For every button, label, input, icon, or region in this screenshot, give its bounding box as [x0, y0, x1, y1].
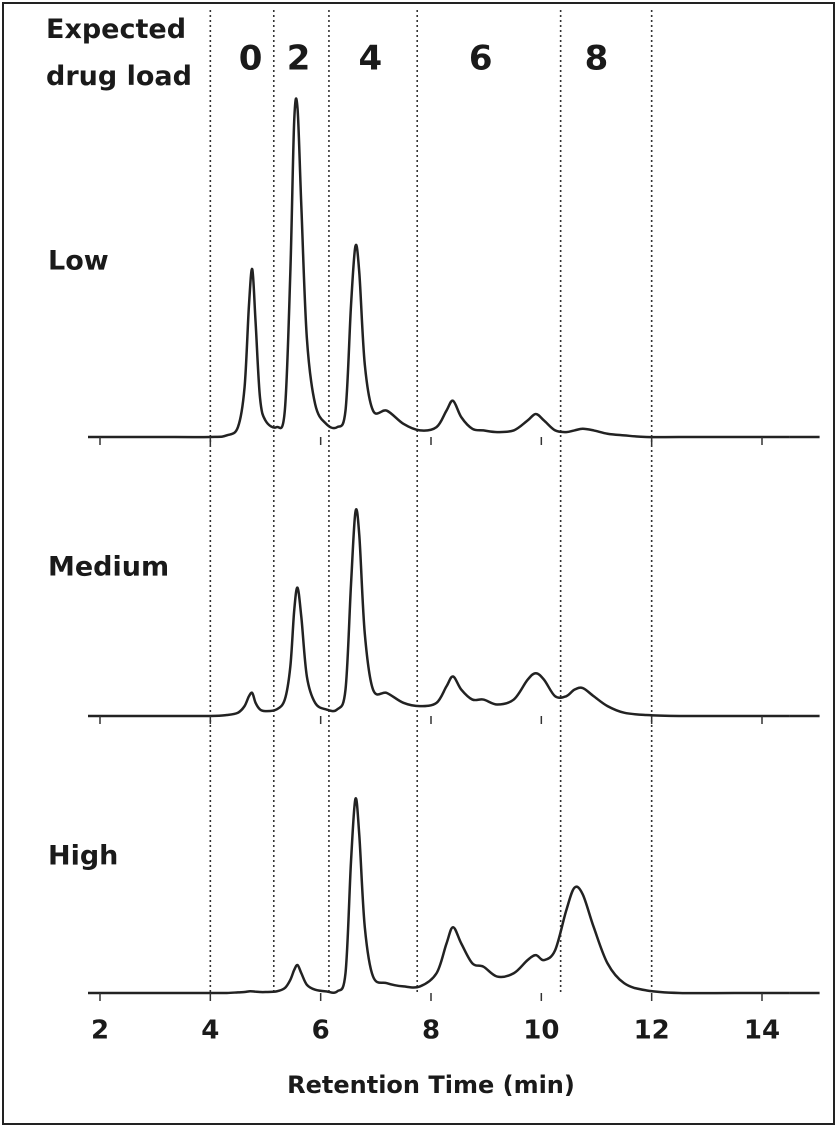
x-tick-label: 10: [523, 1016, 559, 1046]
x-tick-label: 8: [422, 1016, 440, 1046]
region-label: 6: [469, 39, 493, 79]
region-label: 0: [239, 39, 263, 79]
trace-label: Low: [48, 246, 109, 277]
x-tick-label: 14: [744, 1016, 780, 1046]
x-tick-label: 12: [634, 1016, 670, 1046]
trace: [99, 797, 790, 995]
trace: [100, 97, 790, 439]
trace-label: High: [48, 841, 118, 872]
trace: [100, 508, 790, 718]
x-tick-label: 2: [91, 1016, 109, 1046]
x-tick-label: 4: [201, 1016, 219, 1046]
region-label: 4: [358, 39, 382, 79]
x-tick-label: 6: [312, 1016, 330, 1046]
region-label: 8: [585, 39, 609, 79]
header-label: Expected drug load: [46, 14, 192, 92]
trace-label: Medium: [48, 552, 169, 583]
x-axis-title: Retention Time (min): [287, 1071, 575, 1099]
region-label: 2: [287, 39, 311, 79]
